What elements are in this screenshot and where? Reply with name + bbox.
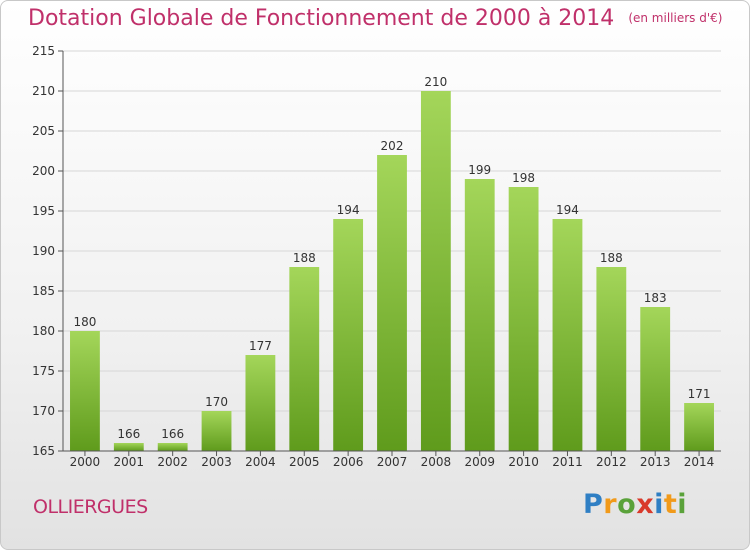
data-label: 194: [337, 203, 360, 217]
bar: [157, 443, 188, 451]
data-label: 177: [249, 339, 272, 353]
x-tick-label: 2014: [684, 455, 715, 469]
x-tick-label: 2003: [201, 455, 232, 469]
y-tick-label: 210: [32, 84, 55, 98]
bar: [289, 267, 320, 451]
bar: [640, 307, 671, 451]
logo-letter: t: [663, 489, 678, 520]
y-tick-label: 195: [32, 204, 55, 218]
data-label: 188: [293, 251, 316, 265]
bar: [333, 219, 364, 451]
bar: [420, 91, 451, 451]
logo-letter: i: [654, 489, 664, 520]
data-label: 202: [381, 139, 404, 153]
x-tick-label: 2002: [157, 455, 188, 469]
bar: [245, 355, 276, 451]
proxiti-logo: Proxiti: [583, 489, 687, 520]
x-tick-label: 2013: [640, 455, 671, 469]
x-tick-label: 2005: [289, 455, 320, 469]
bar: [596, 267, 627, 451]
x-tick-label: 2007: [377, 455, 408, 469]
bar: [70, 331, 100, 451]
bar: [684, 403, 714, 451]
bar: [201, 411, 232, 451]
logo-letter: i: [677, 489, 688, 520]
data-label: 199: [468, 163, 491, 177]
bar: [552, 219, 583, 451]
bar: [464, 179, 495, 451]
bar: [508, 187, 539, 451]
bar: [377, 155, 407, 451]
unit-label: (en milliers d'€): [628, 11, 723, 25]
logo-letter: r: [603, 489, 618, 520]
logo-letter: o: [617, 489, 637, 520]
x-tick-label: 2011: [552, 455, 583, 469]
logo-letter: x: [636, 489, 655, 520]
x-tick-label: 2009: [464, 455, 495, 469]
data-label: 198: [512, 171, 535, 185]
x-tick-label: 2000: [70, 455, 101, 469]
x-tick-label: 2010: [508, 455, 539, 469]
y-tick-label: 170: [32, 404, 55, 418]
data-label: 166: [161, 427, 184, 441]
data-label: 188: [600, 251, 623, 265]
data-label: 194: [556, 203, 579, 217]
y-tick-label: 215: [32, 44, 55, 58]
logo-letter: P: [583, 489, 604, 520]
chart-title: Dotation Globale de Fonctionnement de 20…: [28, 6, 722, 31]
commune-name: OLLIERGUES: [33, 496, 148, 518]
x-tick-label: 2006: [333, 455, 364, 469]
data-label: 170: [205, 395, 228, 409]
y-tick-label: 185: [32, 284, 55, 298]
data-label: 166: [117, 427, 140, 441]
data-label: 171: [688, 387, 711, 401]
y-tick-label: 190: [32, 244, 55, 258]
x-tick-label: 2004: [245, 455, 276, 469]
title-text: Dotation Globale de Fonctionnement de 20…: [28, 6, 615, 31]
y-tick-label: 205: [32, 124, 55, 138]
y-tick-label: 200: [32, 164, 55, 178]
x-tick-label: 2001: [114, 455, 145, 469]
y-tick-label: 165: [32, 444, 55, 458]
y-tick-label: 180: [32, 324, 55, 338]
data-label: 210: [424, 75, 447, 89]
data-label: 183: [644, 291, 667, 305]
y-tick-label: 175: [32, 364, 55, 378]
x-tick-label: 2008: [421, 455, 452, 469]
data-label: 180: [73, 315, 96, 329]
bar: [113, 443, 144, 451]
x-tick-label: 2012: [596, 455, 627, 469]
